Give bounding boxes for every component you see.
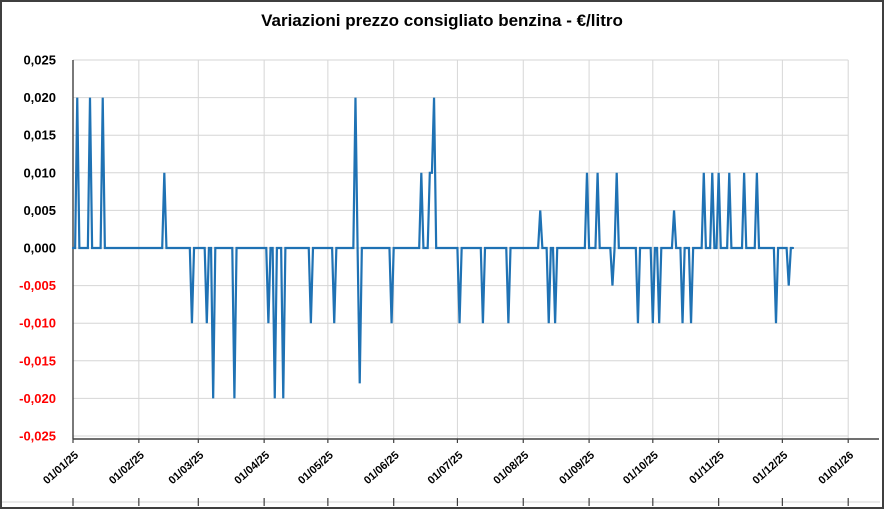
x-tick-label: 01/02/25 [107, 449, 147, 487]
y-tick-label: 0,000 [23, 241, 56, 256]
x-tick-label: 01/05/25 [296, 449, 336, 487]
y-tick-label: 0,015 [23, 128, 56, 143]
y-tick-label: -0,010 [19, 316, 56, 331]
x-tick-label: 01/09/25 [557, 449, 597, 487]
x-tick-label: 01/01/26 [816, 449, 856, 487]
y-tick-label: 0,020 [23, 90, 56, 105]
benzina-variation-line-chart: 0,025 0,020 0,015 0,010 0,005 0,000 -0,005 -0,0… [0, 0, 884, 509]
chart-page: { "chart_data": { "type": "line", "title… [0, 0, 884, 509]
y-tick-label: -0,025 [19, 429, 56, 444]
y-tick-label: -0,020 [19, 391, 56, 406]
x-tick-label: 01/10/25 [621, 449, 661, 487]
y-tick-label: 0,005 [23, 203, 56, 218]
x-tick-label: 01/11/25 [687, 449, 726, 486]
x-tick-label: 01/06/25 [362, 449, 402, 487]
x-tick-label: 01/07/25 [426, 449, 466, 487]
x-tick-label: 01/04/25 [232, 449, 272, 487]
y-tick-label: -0,015 [19, 353, 56, 368]
x-tick-label: 01/12/25 [751, 449, 791, 487]
x-tick-label: 01/01/25 [41, 449, 81, 487]
x-tick-label: 01/08/25 [491, 449, 531, 487]
x-tick-label: 01/03/25 [166, 449, 206, 487]
y-tick-label: -0,005 [19, 278, 56, 293]
y-tick-label: 0,010 [23, 165, 56, 180]
y-tick-label: 0,025 [23, 53, 56, 68]
